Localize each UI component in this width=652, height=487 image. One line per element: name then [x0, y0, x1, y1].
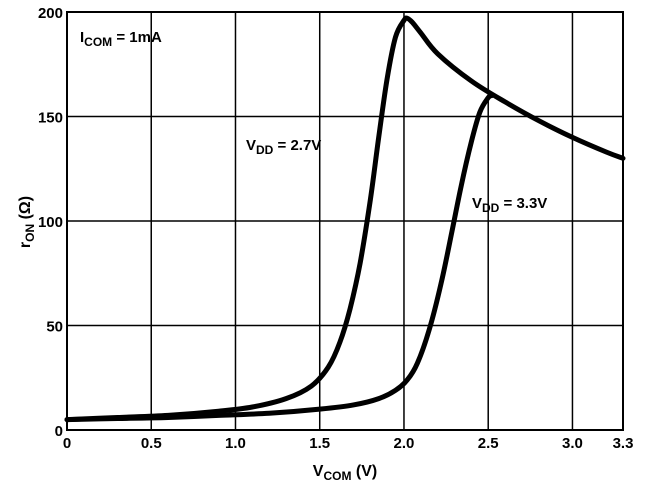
- y-tick-label-2: 100: [38, 214, 63, 231]
- x-axis-label-rest: (V): [351, 463, 377, 480]
- x-axis-label-sub: COM: [323, 469, 351, 483]
- series-label-vdd-3-3-sub: DD: [482, 201, 500, 215]
- y-tick-label-0: 0: [55, 423, 63, 440]
- plot-frame: [66, 11, 624, 431]
- x-tick-label-0: 0: [63, 435, 71, 452]
- y-tick-label-3: 150: [38, 110, 63, 127]
- x-tick-label-5: 2.5: [478, 435, 499, 452]
- series-label-vdd-3-3: VDD = 3.3V: [472, 195, 547, 215]
- series-label-vdd-3-3-main: V: [472, 195, 482, 212]
- current-annotation-main: I: [80, 29, 84, 46]
- x-tick-label-4: 2.0: [394, 435, 415, 452]
- current-annotation-rest: = 1mA: [112, 29, 162, 46]
- grid-lines: [67, 12, 623, 430]
- y-axis-label-main: r: [17, 242, 34, 248]
- series-label-vdd-2-7: VDD = 2.7V: [246, 137, 321, 157]
- y-axis-label: rON (Ω): [17, 196, 37, 248]
- x-tick-label-6: 3.0: [562, 435, 583, 452]
- y-axis-label-rest: (Ω): [17, 196, 34, 224]
- series-line-vdd-3-3: [64, 93, 495, 423]
- y-tick-label-1: 50: [46, 319, 63, 336]
- series-label-vdd-2-7-sub: DD: [256, 143, 274, 157]
- x-tick-label-2: 1.0: [225, 435, 246, 452]
- tick-labels: 0 0.5 1.0 1.5 2.0 2.5 3.0 3.3 0 50 100 150 200: [38, 5, 633, 452]
- x-tick-label-3: 1.5: [309, 435, 330, 452]
- current-annotation: ICOM = 1mA: [80, 29, 162, 49]
- series-line-vdd-2-7: [64, 15, 626, 423]
- series-label-vdd-2-7-main: V: [246, 137, 256, 154]
- x-tick-label-7: 3.3: [613, 435, 634, 452]
- x-axis-label: VCOM (V): [313, 463, 377, 483]
- series-label-vdd-2-7-rest: = 2.7V: [273, 137, 321, 154]
- y-axis-label-sub: ON: [23, 224, 37, 242]
- x-tick-label-1: 0.5: [141, 435, 162, 452]
- series-label-vdd-3-3-rest: = 3.3V: [499, 195, 547, 212]
- current-annotation-sub: COM: [84, 35, 112, 49]
- x-axis-label-main: V: [313, 463, 324, 480]
- y-tick-label-4: 200: [38, 5, 63, 22]
- series-curves: [64, 15, 626, 423]
